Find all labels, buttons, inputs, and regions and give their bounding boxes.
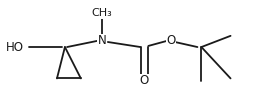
Text: HO: HO — [6, 41, 24, 54]
Text: CH₃: CH₃ — [92, 8, 112, 18]
Text: N: N — [98, 34, 107, 47]
Text: O: O — [140, 74, 149, 87]
Text: O: O — [166, 34, 175, 47]
